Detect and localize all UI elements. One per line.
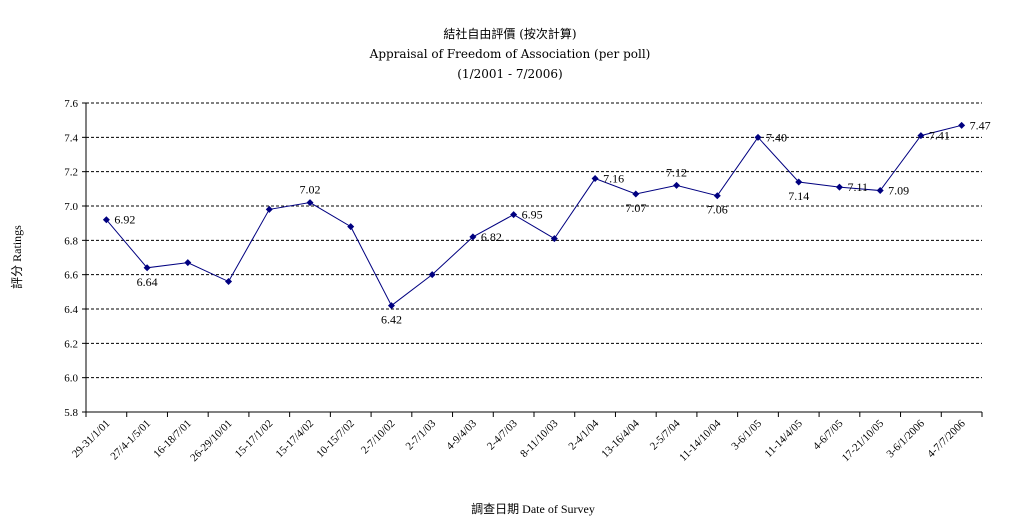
data-label: 7.09 bbox=[888, 184, 909, 198]
x-tick-label: 2-7/1/03 bbox=[403, 417, 438, 452]
data-point bbox=[835, 183, 843, 191]
x-tick-label: 2-4/7/03 bbox=[485, 417, 520, 452]
y-axis-ticks: 5.8 6.0 6.2 6.4 6.6 6.8 7.0 7.2 7.4 7.6 bbox=[64, 98, 86, 419]
data-label: 6.82 bbox=[481, 230, 502, 244]
x-tick-label: 8-11/10/03 bbox=[518, 417, 561, 460]
y-tick-label: 6.2 bbox=[64, 338, 78, 350]
x-axis-label: 調查日期 Date of Survey bbox=[471, 502, 595, 516]
data-point bbox=[754, 133, 762, 141]
data-labels: 6.92 6.64 7.02 6.42 6.82 6.95 7.16 7.07 7.12 7.06… bbox=[114, 118, 990, 326]
data-point bbox=[550, 235, 558, 243]
data-label: 7.16 bbox=[603, 172, 624, 186]
y-tick-label: 5.8 bbox=[64, 407, 78, 419]
data-point bbox=[632, 190, 640, 198]
y-tick-label: 7.4 bbox=[64, 132, 78, 144]
data-points bbox=[102, 121, 966, 310]
x-tick-label: 10-15/7/02 bbox=[314, 418, 357, 461]
data-label: 6.64 bbox=[137, 275, 158, 289]
x-tick-label: 15-17/1/02 bbox=[233, 418, 276, 461]
y-tick-label: 7.6 bbox=[64, 98, 78, 110]
data-point bbox=[347, 223, 355, 231]
chart-title: Appraisal of Freedom of Association (per… bbox=[369, 47, 651, 61]
x-tick-label: 17-21/10/05 bbox=[840, 417, 887, 464]
data-label: 7.47 bbox=[970, 118, 991, 132]
y-axis-label: 評分 Ratings bbox=[9, 225, 24, 289]
data-point bbox=[469, 233, 477, 241]
chart-subtitle: (1/2001 - 7/2006) bbox=[457, 67, 562, 81]
series-line bbox=[105, 124, 962, 307]
data-point bbox=[143, 264, 151, 272]
x-tick-label: 2-4/1/04 bbox=[566, 417, 601, 452]
data-label: 7.41 bbox=[929, 129, 950, 143]
data-label: 7.06 bbox=[707, 203, 728, 217]
x-tick-label: 4-6/7/05 bbox=[811, 417, 846, 452]
data-point bbox=[591, 175, 599, 183]
data-label: 6.42 bbox=[381, 313, 402, 327]
x-tick-label: 4-9/4/03 bbox=[444, 417, 479, 452]
data-point bbox=[958, 121, 966, 129]
data-label: 6.95 bbox=[522, 208, 543, 222]
data-point bbox=[265, 205, 273, 213]
y-tick-label: 7.0 bbox=[64, 201, 78, 213]
x-tick-label: 2-7/10/02 bbox=[359, 418, 398, 457]
y-tick-label: 6.4 bbox=[64, 304, 78, 316]
gridlines bbox=[86, 102, 982, 379]
y-tick-label: 6.8 bbox=[64, 235, 78, 247]
data-label: 7.12 bbox=[666, 165, 687, 179]
data-point bbox=[876, 187, 884, 195]
data-point bbox=[306, 199, 314, 207]
data-point bbox=[102, 216, 110, 224]
y-tick-label: 6.6 bbox=[64, 270, 78, 282]
y-tick-label: 6.0 bbox=[64, 373, 78, 385]
x-tick-label: 27/4-1/5/01 bbox=[108, 418, 153, 463]
x-tick-label: 4-7/7/2006 bbox=[925, 417, 968, 460]
x-tick-label: 29-31/1/01 bbox=[70, 418, 113, 461]
data-point bbox=[673, 181, 681, 189]
data-label: 7.14 bbox=[788, 189, 809, 203]
data-point bbox=[184, 259, 192, 267]
data-point bbox=[713, 192, 721, 200]
data-point bbox=[387, 302, 395, 310]
x-tick-label: 3-6/1/05 bbox=[729, 417, 764, 452]
data-point bbox=[510, 211, 518, 219]
x-tick-label: 16-18/7/01 bbox=[151, 418, 194, 461]
chart-title-chinese: 結社自由評價 (按次計算) bbox=[443, 26, 576, 41]
x-tick-label: 3-6/1/2006 bbox=[884, 417, 927, 460]
data-point bbox=[917, 132, 925, 140]
data-label: 6.92 bbox=[114, 213, 135, 227]
data-label: 7.07 bbox=[625, 201, 646, 215]
x-axis-ticks: 29-31/1/0127/4-1/5/0116-18/7/0126-29/10/… bbox=[70, 412, 983, 465]
x-tick-label: 11-14/10/04 bbox=[677, 417, 724, 464]
x-tick-label: 26-29/10/01 bbox=[188, 418, 235, 465]
data-label: 7.02 bbox=[300, 183, 321, 197]
x-tick-label: 11-14/4/05 bbox=[763, 417, 806, 460]
x-tick-label: 13-16/4/04 bbox=[599, 417, 642, 460]
data-label: 7.40 bbox=[766, 130, 787, 144]
x-tick-label: 15-17/4/02 bbox=[273, 418, 316, 461]
data-label: 7.11 bbox=[847, 180, 868, 194]
data-point bbox=[225, 278, 233, 286]
data-point bbox=[428, 271, 436, 279]
data-point bbox=[795, 178, 803, 186]
x-tick-label: 2-5/7/04 bbox=[648, 417, 683, 452]
y-tick-label: 7.2 bbox=[64, 167, 78, 179]
